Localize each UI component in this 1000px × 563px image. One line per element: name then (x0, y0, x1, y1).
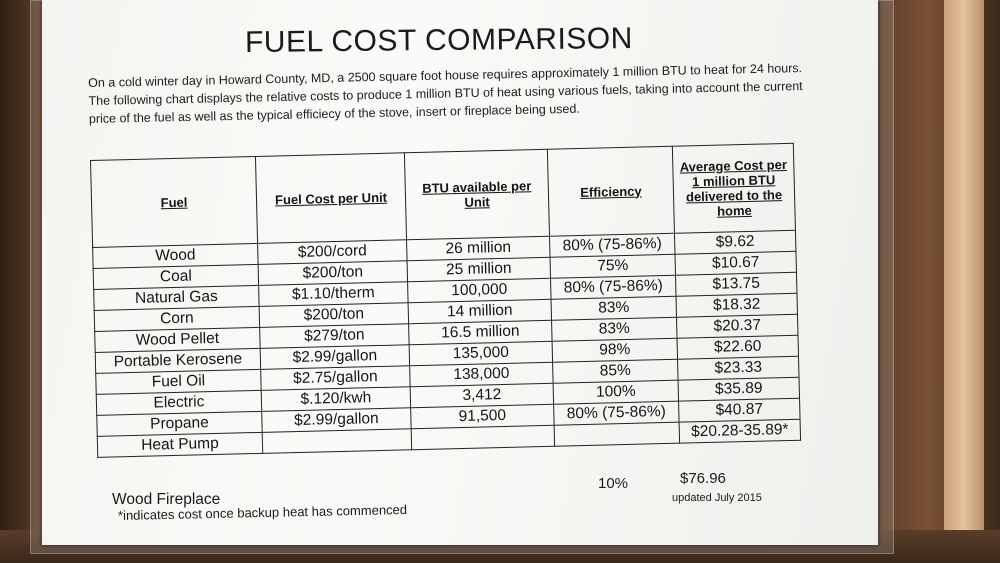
updated-note: updated July 2015 (672, 492, 762, 504)
cost-table: Fuel Fuel Cost per Unit BTU available pe… (90, 143, 801, 458)
cell-avg: $40.87 (678, 398, 801, 423)
cell-avg: $13.75 (675, 272, 797, 297)
cell-avg: $35.89 (678, 377, 800, 402)
cell-efficiency (554, 422, 680, 447)
cell-efficiency: 80% (75-86%) (550, 275, 677, 300)
cell-fuel: Heat Pump (97, 432, 263, 458)
paper-sheet (42, 0, 878, 545)
header-efficiency: Efficiency (547, 146, 675, 237)
cell-cost (262, 428, 412, 454)
fireplace-fuel: Wood Fireplace (112, 491, 221, 508)
page-title: FUEL COST COMPARISON (244, 21, 633, 60)
cell-avg: $20.28-35.89* (679, 419, 801, 444)
cell-avg: $20.37 (676, 314, 798, 339)
cell-btu (411, 425, 555, 450)
cell-avg: $18.32 (676, 293, 798, 318)
header-cost: Fuel Cost per Unit (255, 152, 407, 244)
cost-table-wrap: Fuel Fuel Cost per Unit BTU available pe… (90, 143, 801, 458)
header-fuel: Fuel (90, 156, 258, 248)
cell-efficiency: 100% (553, 380, 679, 405)
fireplace-avg-cost: $76.96 (680, 470, 726, 487)
cell-avg: $23.33 (677, 356, 800, 381)
cell-avg: $22.60 (677, 335, 799, 360)
fireplace-efficiency: 10% (598, 475, 629, 492)
table-header-row: Fuel Fuel Cost per Unit BTU available pe… (90, 143, 796, 248)
header-btu: BTU available per Unit (404, 149, 550, 240)
wood-plank (944, 0, 984, 563)
cell-avg: $9.62 (674, 230, 796, 255)
cell-avg: $10.67 (674, 251, 797, 276)
header-avg-cost: Average Cost per 1 million BTU delivered… (672, 143, 796, 234)
